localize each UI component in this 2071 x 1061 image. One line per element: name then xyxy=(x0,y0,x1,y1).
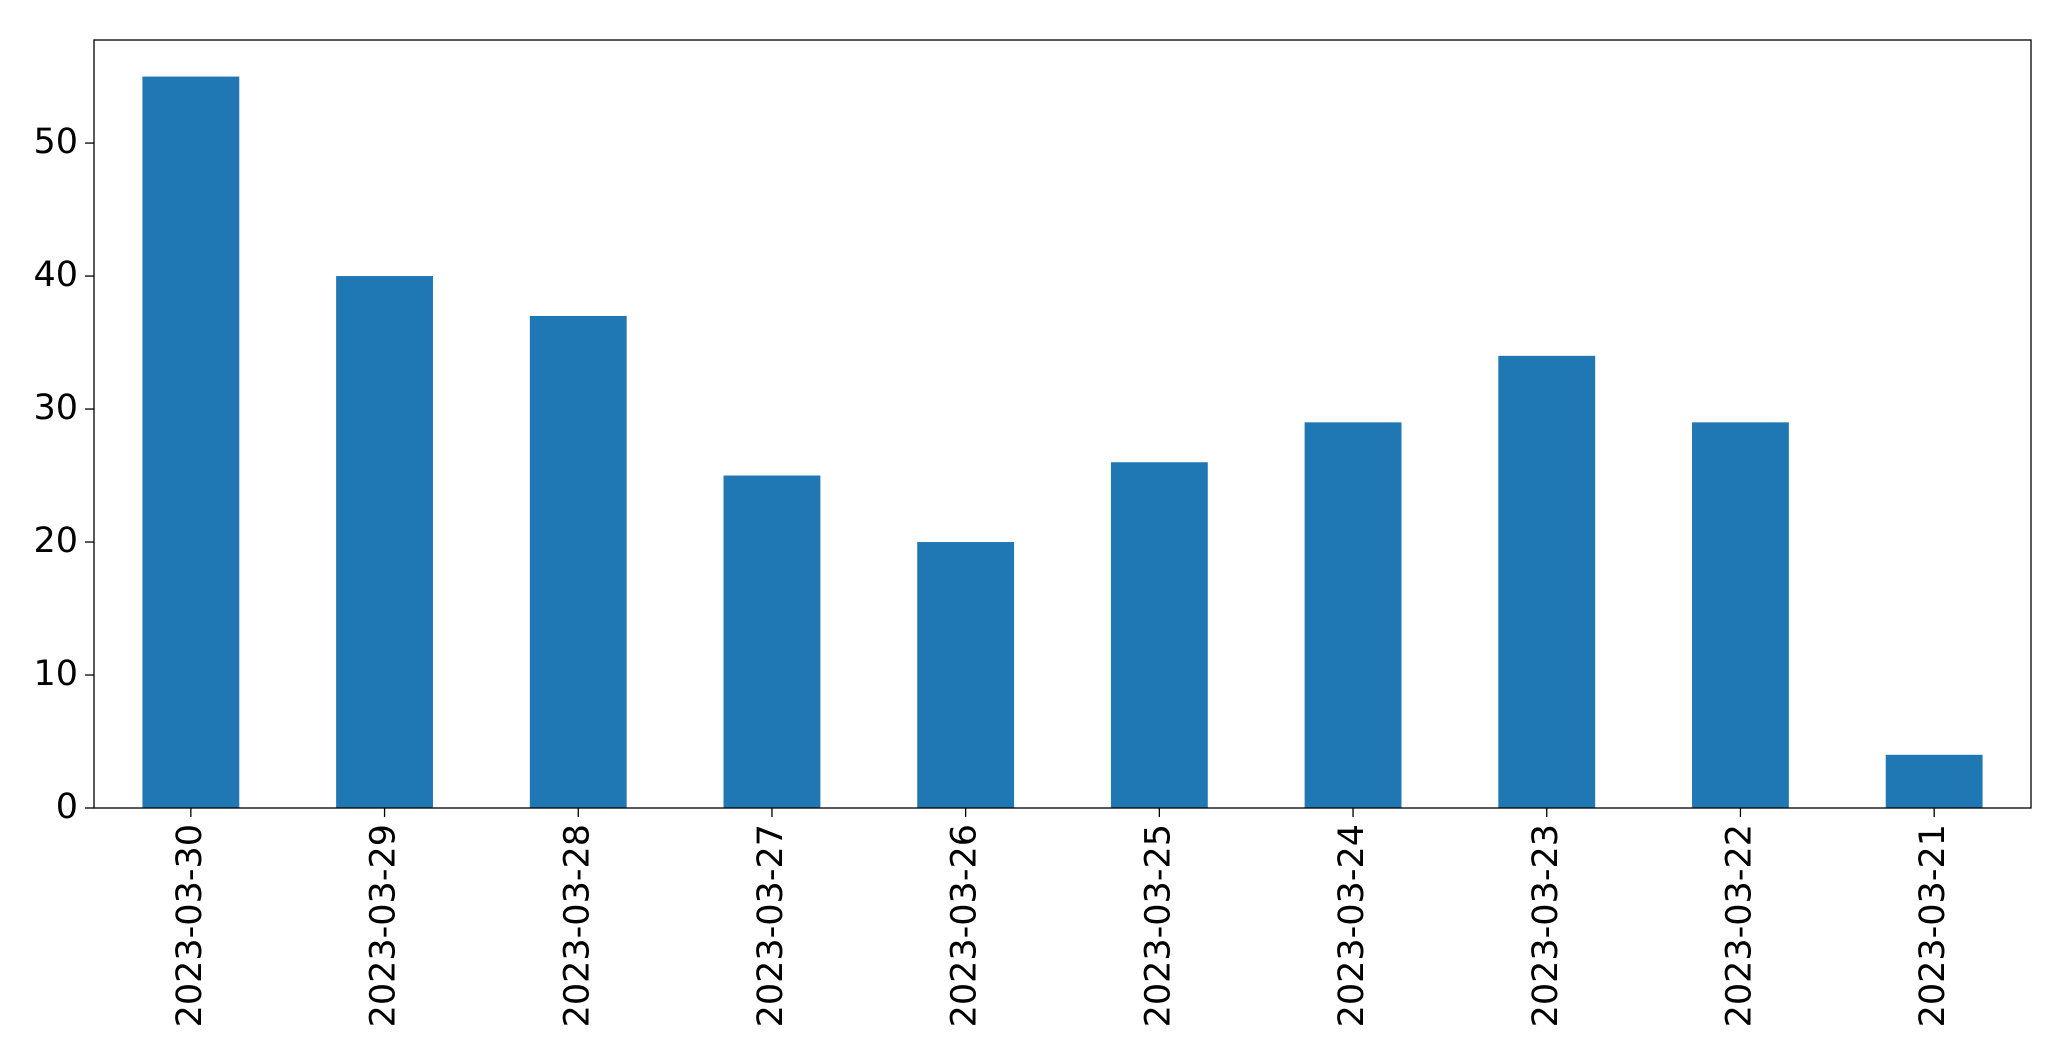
y-tick-label: 10 xyxy=(33,654,78,694)
x-tick-label: 2023-03-24 xyxy=(1332,824,1372,1027)
x-tick-label: 2023-03-30 xyxy=(170,824,210,1027)
bar xyxy=(723,475,821,808)
x-tick-label: 2023-03-22 xyxy=(1719,824,1759,1027)
x-tick-label: 2023-03-23 xyxy=(1526,824,1566,1027)
bar xyxy=(529,315,627,808)
bar xyxy=(336,276,433,808)
bar xyxy=(142,76,240,809)
bar xyxy=(1498,355,1596,808)
x-tick-label: 2023-03-26 xyxy=(945,824,985,1027)
y-tick-label: 0 xyxy=(56,787,78,827)
bar xyxy=(1110,462,1208,808)
bar xyxy=(1692,422,1789,808)
x-tick-label: 2023-03-25 xyxy=(1138,824,1178,1027)
axes-frame xyxy=(93,39,2032,809)
bar xyxy=(917,542,1015,808)
y-tick-label: 50 xyxy=(33,122,78,162)
bar xyxy=(1304,422,1402,808)
bar xyxy=(1885,754,1983,808)
y-tick-label: 20 xyxy=(33,521,78,561)
x-tick-label: 2023-03-29 xyxy=(364,824,404,1027)
x-tick-label: 2023-03-27 xyxy=(751,824,791,1027)
y-tick-label: 30 xyxy=(33,388,78,428)
y-tick-label: 40 xyxy=(33,255,78,295)
x-tick-label: 2023-03-21 xyxy=(1913,824,1953,1027)
plot-area: 0 10 20 30 40 50 2023-03-30 2023-03-29 2023-03-2… xyxy=(33,76,1983,1027)
x-tick-label: 2023-03-28 xyxy=(557,824,597,1027)
